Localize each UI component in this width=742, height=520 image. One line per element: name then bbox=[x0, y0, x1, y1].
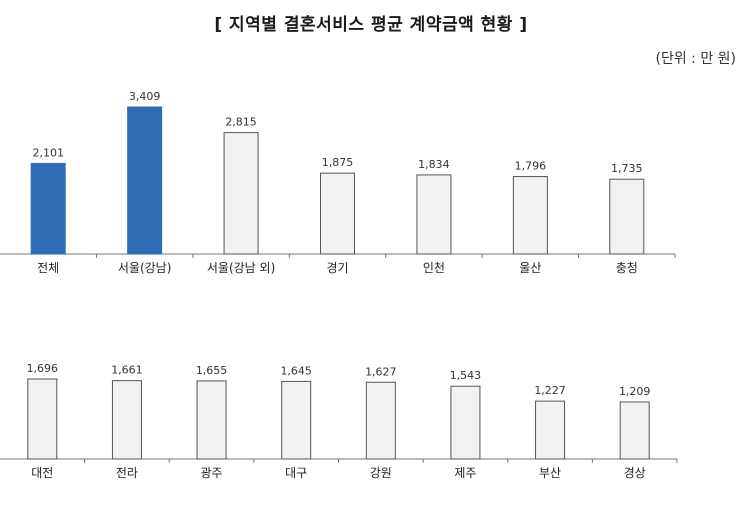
data-label: 3,409 bbox=[129, 90, 161, 103]
bar-chart-top: 2,101 전체 3,409 서울(강남) 2,815 서울(강남 외) 1,875 경기 1,… bbox=[0, 90, 676, 275]
category-label: 충청 bbox=[616, 261, 638, 275]
data-label: 2,101 bbox=[32, 146, 64, 159]
data-label: 1,796 bbox=[515, 160, 547, 173]
bar-인천 bbox=[416, 174, 452, 255]
unit-label: (단위 : 만 원) bbox=[655, 51, 736, 67]
data-label: 2,815 bbox=[225, 116, 257, 129]
category-label: 울산 bbox=[519, 261, 541, 275]
category-label: 전체 bbox=[37, 261, 59, 275]
bar-서울(강남) bbox=[127, 106, 163, 255]
bar-대구 bbox=[281, 380, 312, 460]
chart-title: [ 지역별 결혼서비스 평균 계약금액 현황 ] bbox=[214, 15, 528, 35]
category-label: 제주 bbox=[454, 466, 476, 480]
category-label: 강원 bbox=[370, 466, 392, 480]
bar-경상 bbox=[619, 401, 650, 460]
data-label: 1,735 bbox=[611, 162, 643, 175]
data-label: 1,645 bbox=[280, 364, 312, 377]
data-label: 1,655 bbox=[196, 364, 228, 377]
category-label: 부산 bbox=[539, 466, 561, 480]
bar-전라 bbox=[111, 380, 142, 460]
category-label: 대구 bbox=[285, 466, 307, 480]
bar-전체 bbox=[30, 162, 66, 255]
bar-제주 bbox=[450, 385, 481, 460]
bar-광주 bbox=[196, 380, 227, 460]
category-label: 광주 bbox=[201, 466, 223, 480]
category-label: 경기 bbox=[326, 261, 348, 275]
data-label: 1,661 bbox=[111, 364, 143, 377]
data-label: 1,875 bbox=[322, 156, 354, 169]
category-label: 전라 bbox=[116, 466, 138, 480]
bar-충청 bbox=[609, 178, 645, 255]
bar-경기 bbox=[320, 172, 355, 255]
data-label: 1,227 bbox=[534, 384, 566, 397]
bar-강원 bbox=[365, 381, 396, 460]
category-label: 서울(강남 외) bbox=[207, 261, 275, 275]
bar-울산 bbox=[512, 176, 548, 255]
bar-chart-bottom: 1,696 대전 1,661 전라 1,655 광주 1,645 대구 1,627 강원 1,543… bbox=[0, 362, 678, 480]
bar-부산 bbox=[535, 400, 566, 460]
category-label: 인천 bbox=[423, 260, 445, 275]
bar-대전 bbox=[27, 378, 58, 460]
bar-서울(강남 외) bbox=[223, 132, 259, 255]
data-label: 1,627 bbox=[365, 365, 397, 378]
category-label: 대전 bbox=[31, 466, 53, 480]
data-label: 1,209 bbox=[619, 385, 651, 398]
data-label: 1,543 bbox=[450, 369, 482, 382]
data-label: 1,834 bbox=[418, 158, 450, 171]
category-label: 서울(강남) bbox=[118, 261, 172, 275]
category-label: 경상 bbox=[624, 466, 646, 480]
data-label: 1,696 bbox=[27, 362, 59, 375]
